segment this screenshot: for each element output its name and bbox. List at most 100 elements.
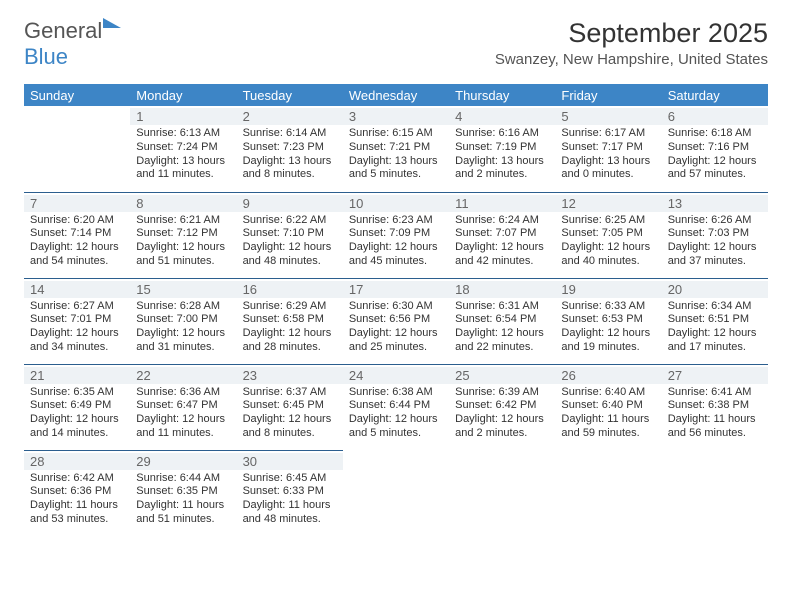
daylight-text: and 40 minutes. [561,255,655,269]
sunrise-text: Sunrise: 6:38 AM [349,386,443,400]
sunrise-text: Sunrise: 6:27 AM [30,300,124,314]
calendar-week-row: 7 Sunrise: 6:20 AMSunset: 7:14 PM Daylight… [24,192,768,278]
sunrise-text: Sunrise: 6:20 AM [30,214,124,228]
sunrise-text: Sunrise: 6:16 AM [455,127,549,141]
day-number: 26 [555,367,661,384]
sunset-text: Sunset: 6:58 PM [243,313,337,327]
calendar-day-cell [555,450,661,536]
sunrise-text: Sunrise: 6:35 AM [30,386,124,400]
sunset-text: Sunset: 7:19 PM [455,141,549,155]
sunset-text: Sunset: 6:35 PM [136,485,230,499]
day-number: 19 [555,281,661,298]
daylight-text: and 17 minutes. [668,341,762,355]
sunset-text: Sunset: 7:17 PM [561,141,655,155]
day-number: 7 [24,195,130,212]
col-wednesday: Wednesday [343,84,449,106]
sunrise-text: Sunrise: 6:22 AM [243,214,337,228]
daylight-text: Daylight: 11 hours [668,413,762,427]
page-header: General Blue September 2025 Swanzey, New… [24,18,768,70]
calendar-day-cell: 10Sunrise: 6:23 AMSunset: 7:09 PMDayligh… [343,192,449,278]
sunset-text: Sunset: 7:01 PM [30,313,124,327]
day-number: 2 [237,108,343,125]
sunrise-text: Sunrise: 6:29 AM [243,300,337,314]
calendar-day-cell [449,450,555,536]
sunset-text: Sunset: 7:05 PM [561,227,655,241]
calendar-table: Sunday Monday Tuesday Wednesday Thursday… [24,84,768,536]
sunset-text: Sunset: 7:23 PM [243,141,337,155]
day-number: 25 [449,367,555,384]
calendar-day-cell: 6Sunrise: 6:18 AMSunset: 7:16 PMDaylight… [662,106,768,192]
daylight-text: and 0 minutes. [561,168,655,182]
sunrise-text: Sunrise: 6:31 AM [455,300,549,314]
daylight-text: and 14 minutes. [30,427,124,441]
sunset-text: Sunset: 6:38 PM [668,399,762,413]
logo-triangle-icon [103,18,121,28]
calendar-day-cell: 24Sunrise: 6:38 AMSunset: 6:44 PMDayligh… [343,364,449,450]
calendar-day-cell: 29 Sunrise: 6:44 AMSunset: 6:35 PMDayligh… [130,450,236,536]
calendar-day-cell: 13Sunrise: 6:26 AMSunset: 7:03 PMDayligh… [662,192,768,278]
sunset-text: Sunset: 6:40 PM [561,399,655,413]
daylight-text: Daylight: 13 hours [349,155,443,169]
calendar-day-cell: 16Sunrise: 6:29 AMSunset: 6:58 PMDayligh… [237,278,343,364]
month-title: September 2025 [495,18,768,49]
sunrise-text: Sunrise: 6:33 AM [561,300,655,314]
col-sunday: Sunday [24,84,130,106]
sunrise-text: Sunrise: 6:23 AM [349,214,443,228]
calendar-day-cell: 12Sunrise: 6:25 AMSunset: 7:05 PMDayligh… [555,192,661,278]
day-number: 17 [343,281,449,298]
daylight-text: Daylight: 12 hours [30,413,124,427]
logo-text: General Blue [24,18,121,70]
sunrise-text: Sunrise: 6:30 AM [349,300,443,314]
daylight-text: Daylight: 12 hours [455,327,549,341]
daylight-text: and 8 minutes. [243,168,337,182]
day-number: 20 [662,281,768,298]
sunrise-text: Sunrise: 6:25 AM [561,214,655,228]
daylight-text: and 48 minutes. [243,255,337,269]
daylight-text: and 56 minutes. [668,427,762,441]
daylight-text: and 57 minutes. [668,168,762,182]
daylight-text: and 11 minutes. [136,427,230,441]
sunrise-text: Sunrise: 6:42 AM [30,472,124,486]
calendar-day-cell [662,450,768,536]
sunset-text: Sunset: 7:10 PM [243,227,337,241]
sunset-text: Sunset: 7:21 PM [349,141,443,155]
day-number: 16 [237,281,343,298]
sunrise-text: Sunrise: 6:39 AM [455,386,549,400]
daylight-text: Daylight: 13 hours [561,155,655,169]
daylight-text: Daylight: 11 hours [136,499,230,513]
daylight-text: and 19 minutes. [561,341,655,355]
day-number: 29 [130,453,236,470]
day-number: 3 [343,108,449,125]
calendar-day-cell: 3Sunrise: 6:15 AMSunset: 7:21 PMDaylight… [343,106,449,192]
daylight-text: and 42 minutes. [455,255,549,269]
daylight-text: Daylight: 13 hours [243,155,337,169]
calendar-day-cell: 2Sunrise: 6:14 AMSunset: 7:23 PMDaylight… [237,106,343,192]
day-number: 28 [24,453,130,470]
calendar-day-cell: 21Sunrise: 6:35 AMSunset: 6:49 PMDayligh… [24,364,130,450]
day-number: 21 [24,367,130,384]
calendar-day-cell [343,450,449,536]
sunrise-text: Sunrise: 6:26 AM [668,214,762,228]
day-number: 13 [662,195,768,212]
calendar-day-cell [24,106,130,192]
sunset-text: Sunset: 7:16 PM [668,141,762,155]
sunset-text: Sunset: 6:53 PM [561,313,655,327]
col-thursday: Thursday [449,84,555,106]
daylight-text: Daylight: 12 hours [561,241,655,255]
day-number: 6 [662,108,768,125]
calendar-day-cell: 5Sunrise: 6:17 AMSunset: 7:17 PMDaylight… [555,106,661,192]
daylight-text: and 59 minutes. [561,427,655,441]
calendar-week-row: 14Sunrise: 6:27 AMSunset: 7:01 PMDayligh… [24,278,768,364]
day-number-empty [24,108,130,125]
calendar-day-cell: 1Sunrise: 6:13 AMSunset: 7:24 PMDaylight… [130,106,236,192]
calendar-day-cell: 18Sunrise: 6:31 AMSunset: 6:54 PMDayligh… [449,278,555,364]
daylight-text: Daylight: 11 hours [243,499,337,513]
daylight-text: and 45 minutes. [349,255,443,269]
sunrise-text: Sunrise: 6:18 AM [668,127,762,141]
daylight-text: Daylight: 12 hours [243,241,337,255]
col-tuesday: Tuesday [237,84,343,106]
sunrise-text: Sunrise: 6:44 AM [136,472,230,486]
sunset-text: Sunset: 7:14 PM [30,227,124,241]
sunset-text: Sunset: 6:36 PM [30,485,124,499]
calendar-week-row: 1Sunrise: 6:13 AMSunset: 7:24 PMDaylight… [24,106,768,192]
